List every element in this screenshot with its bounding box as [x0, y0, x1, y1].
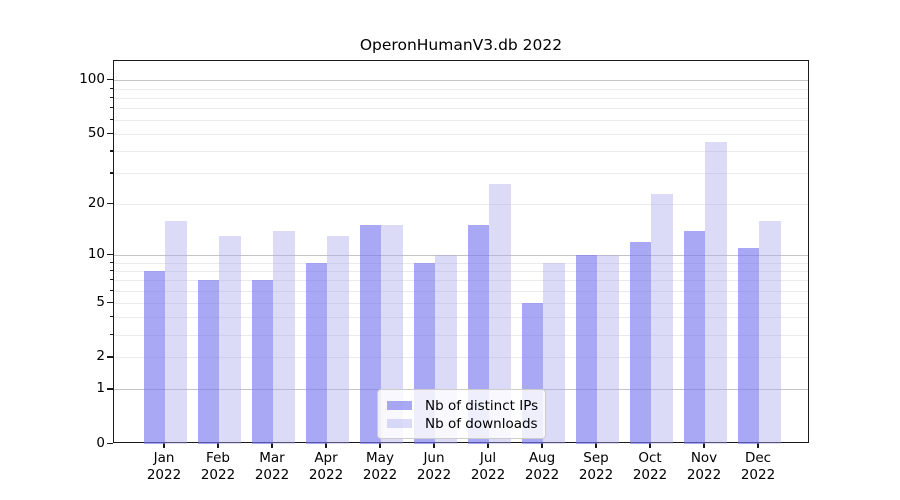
x-tick-label-apr: Apr 2022: [308, 450, 344, 483]
gridline-minor-5: [114, 302, 808, 304]
x-tick-label-dec: Dec 2022: [740, 450, 776, 483]
x-tick-jul: [487, 443, 489, 448]
y-tick-label-100: 100: [79, 71, 105, 88]
bar-nb-of-downloads-nov: [705, 142, 727, 444]
x-tick-sep: [595, 443, 597, 448]
y-tick-10: [107, 254, 113, 256]
y-tick-label-50: 50: [87, 125, 105, 142]
bar-nb-of-distinct-ips-jan: [143, 270, 165, 444]
x-tick-label-jul: Jul 2022: [470, 450, 506, 483]
gridline-minor-6: [114, 290, 808, 292]
y-tick-label-5: 5: [96, 293, 105, 310]
gridline-minor-60: [114, 120, 808, 122]
bar-nb-of-downloads-sep: [597, 255, 619, 444]
y-minortick-3: [110, 333, 113, 335]
bar-nb-of-downloads-jan: [165, 220, 187, 444]
bar-nb-of-distinct-ips-dec: [737, 248, 759, 444]
y-minortick-80: [110, 96, 113, 98]
y-minortick-7: [110, 279, 113, 281]
y-tick-label-2: 2: [96, 348, 105, 365]
y-tick-2: [107, 356, 113, 358]
y-minortick-9: [110, 261, 113, 263]
legend-label-distinct-ips: Nb of distinct IPs: [425, 397, 539, 414]
gridline-major-10: [114, 255, 808, 257]
y-minortick-8: [110, 269, 113, 272]
legend-swatch-downloads: [387, 419, 412, 428]
bar-nb-of-distinct-ips-apr: [305, 262, 327, 444]
bar-nb-of-downloads-mar: [273, 230, 295, 444]
gridline-minor-20: [114, 204, 808, 206]
x-tick-mar: [271, 443, 273, 448]
y-tick-0: [107, 443, 113, 445]
bar-nb-of-downloads-jul: [489, 184, 511, 444]
gridline-minor-50: [114, 134, 808, 136]
gridline-minor-40: [114, 151, 808, 153]
x-tick-apr: [325, 443, 327, 448]
gridline-minor-30: [114, 173, 808, 175]
y-tick-label-10: 10: [87, 246, 105, 263]
gridline-minor-80: [114, 97, 808, 99]
x-tick-label-jan: Jan 2022: [146, 450, 182, 483]
legend-row-downloads: Nb of downloads: [387, 415, 545, 432]
x-tick-label-mar: Mar 2022: [254, 450, 290, 483]
bar-nb-of-distinct-ips-feb: [197, 280, 219, 444]
gridline-minor-90: [114, 88, 808, 90]
gridline-minor-9: [114, 262, 808, 264]
x-tick-jan: [163, 443, 165, 448]
bar-nb-of-distinct-ips-mar: [251, 280, 273, 444]
y-minortick-60: [110, 119, 113, 121]
y-minortick-90: [110, 87, 113, 89]
y-minortick-6: [110, 289, 113, 291]
bar-nb-of-downloads-oct: [651, 193, 673, 444]
gridline-minor-8: [114, 270, 808, 272]
bar-nb-of-distinct-ips-sep: [575, 255, 597, 444]
x-tick-aug: [541, 443, 543, 448]
y-tick-label-1: 1: [96, 380, 105, 397]
x-tick-dec: [757, 443, 759, 448]
bar-nb-of-downloads-feb: [219, 236, 241, 444]
x-tick-label-nov: Nov 2022: [686, 450, 722, 483]
gridline-minor-70: [114, 108, 808, 110]
bar-nb-of-downloads-apr: [327, 236, 349, 444]
chart-title: OperonHumanV3.db 2022: [359, 36, 563, 54]
x-tick-label-sep: Sep 2022: [578, 450, 614, 483]
y-tick-100: [107, 79, 113, 81]
y-minortick-40: [110, 150, 113, 152]
y-tick-label-20: 20: [87, 195, 105, 212]
gridline-minor-4: [114, 317, 808, 319]
legend-row-distinct-ips: Nb of distinct IPs: [387, 397, 545, 414]
x-tick-feb: [217, 443, 219, 448]
gridline-minor-2: [114, 357, 808, 359]
x-tick-oct: [649, 443, 651, 448]
gridline-minor-3: [114, 334, 808, 336]
x-tick-nov: [703, 443, 705, 448]
y-minortick-70: [110, 107, 113, 109]
bar-nb-of-downloads-aug: [543, 262, 565, 444]
x-tick-label-aug: Aug 2022: [524, 450, 560, 483]
x-tick-jun: [433, 443, 435, 448]
bar-nb-of-distinct-ips-nov: [683, 230, 705, 444]
legend-swatch-distinct-ips: [387, 401, 412, 410]
x-tick-label-oct: Oct 2022: [632, 450, 668, 483]
legend-label-downloads: Nb of downloads: [425, 415, 538, 432]
legend: Nb of distinct IPs Nb of downloads: [377, 389, 546, 439]
x-tick-may: [379, 443, 381, 448]
y-tick-label-0: 0: [96, 435, 105, 451]
bar-nb-of-distinct-ips-oct: [629, 241, 651, 444]
bar-nb-of-downloads-dec: [759, 220, 781, 444]
bar-nb-of-distinct-ips-may: [359, 225, 381, 444]
x-tick-label-feb: Feb 2022: [200, 450, 236, 483]
x-tick-label-jun: Jun 2022: [416, 450, 452, 483]
gridline-minor-7: [114, 280, 808, 282]
y-tick-5: [107, 301, 113, 303]
y-minortick-4: [110, 316, 113, 318]
x-tick-label-may: May 2022: [362, 450, 398, 483]
y-minortick-30: [110, 172, 113, 174]
gridline-major-100: [114, 80, 808, 82]
y-tick-20: [107, 203, 113, 205]
y-tick-1: [107, 388, 113, 390]
plot-area: Nb of distinct IPs Nb of downloads: [113, 60, 809, 444]
y-tick-50: [107, 133, 113, 135]
